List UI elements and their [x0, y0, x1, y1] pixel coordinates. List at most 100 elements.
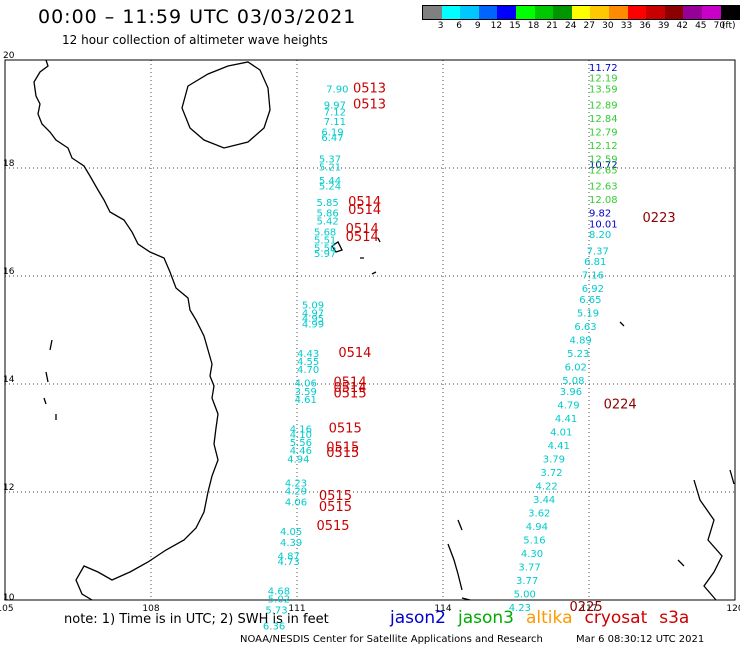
wave-height-label: 5.56 [314, 244, 336, 255]
legend-swatch [534, 6, 554, 19]
wave-height-label: 4.99 [302, 319, 324, 330]
wave-height-label: 4.29 [285, 487, 307, 498]
wave-height-label: 4.22 [535, 481, 557, 492]
legend-swatch [441, 6, 461, 19]
legend-swatch [478, 6, 498, 19]
lat-tick-label: 10 [3, 593, 15, 603]
wave-height-label: 7.12 [324, 108, 346, 119]
mission-label: s3a [659, 608, 690, 628]
legend-label: 15 [509, 21, 521, 31]
wave-height-label: 12.89 [589, 101, 618, 112]
color-legend: 3 6 9 12 15 18 21 24 27 30 33 36 39 42 45 70 (ft) [422, 5, 740, 34]
wave-height-label: 5.02 [268, 595, 290, 606]
wave-height-label: 4.41 [548, 441, 570, 452]
wave-height-label: 9.97 [324, 101, 346, 112]
wave-height-label: 0514 [334, 376, 367, 391]
legend-swatch [515, 6, 535, 19]
lon-tick-label: 117 [580, 604, 597, 614]
wave-height-label: 4.89 [570, 336, 592, 347]
legend-swatch [571, 6, 591, 19]
wave-height-label: 5.44 [319, 176, 341, 187]
wave-height-label: 5.68 [314, 228, 336, 239]
wave-height-label: 5.23 [567, 349, 589, 360]
wave-height-label: 12.12 [589, 141, 618, 152]
wave-height-label: 13.59 [589, 84, 618, 95]
wave-height-label: 4.30 [521, 549, 543, 560]
footer-note: note: 1) Time is in UTC; 2) SWH is in fe… [64, 612, 329, 627]
wave-height-label: 7.11 [324, 117, 346, 128]
wave-height-label: 4.94 [287, 454, 309, 465]
wave-height-label: 0514 [338, 346, 371, 361]
wave-height-label: 5.51 [314, 236, 336, 247]
wave-height-label: 6.19 [321, 128, 343, 139]
wave-height-label: 5.73 [265, 606, 287, 617]
wave-height-label: 3.77 [516, 576, 538, 587]
wave-height-label: 3.44 [533, 495, 555, 506]
wave-height-label: 4.23 [509, 603, 531, 614]
wave-height-label: 4.94 [526, 522, 548, 533]
wave-height-label: 4.01 [550, 427, 572, 438]
lon-tick-label: 105 [0, 604, 14, 614]
legend-label: 24 [564, 21, 577, 31]
mission-label: altika [526, 608, 573, 628]
chart-subtitle: 12 hour collection of altimeter wave hei… [62, 33, 328, 47]
legend-label: 42 [676, 21, 688, 31]
wave-height-label: 11.72 [589, 63, 618, 74]
wave-height-label: 0515 [326, 441, 359, 456]
wave-height-label: 12.84 [589, 114, 618, 125]
wave-height-label: 0515 [334, 387, 367, 402]
lat-tick-label: 20 [3, 51, 15, 61]
wave-height-label: 0514 [346, 222, 379, 237]
legend-label: 33 [620, 21, 633, 31]
wave-height-label: 3.96 [560, 387, 582, 398]
wave-height-label: 6.47 [321, 133, 343, 144]
legend-label: 21 [546, 21, 558, 31]
coast-islet [43, 339, 57, 420]
wave-height-label: 5.16 [523, 535, 545, 546]
wave-height-label: 12.19 [589, 74, 618, 85]
wave-height-label: 5.21 [319, 163, 341, 174]
plot-frame [4, 59, 736, 601]
legend-label: 12 [490, 21, 503, 31]
lat-tick-label: 14 [3, 375, 15, 385]
wave-height-label: 4.70 [297, 365, 319, 376]
wave-height-label: 4.95 [302, 314, 324, 325]
wave-height-label: 12.08 [589, 195, 618, 206]
legend-label: 3 [437, 21, 444, 31]
wave-height-label: 12.59 [589, 155, 618, 166]
legend-label: 30 [602, 21, 614, 31]
wave-height-label: 4.06 [285, 498, 307, 509]
wave-height-label: 0515 [316, 519, 349, 534]
wave-height-label: 0515 [319, 500, 352, 515]
wave-height-label: 0515 [326, 446, 359, 461]
wave-height-label: 10.01 [589, 219, 618, 230]
wave-height-label: 9.82 [589, 209, 611, 220]
lat-tick-label: 18 [3, 159, 15, 169]
wave-height-label: 4.23 [285, 479, 307, 490]
wave-height-label: 4.05 [280, 527, 302, 538]
legend-swatch [608, 6, 628, 19]
wave-height-label: 3.79 [543, 454, 565, 465]
legend-label: 45 [695, 21, 707, 31]
wave-height-label: 3.62 [528, 508, 550, 519]
wave-height-label: 0223 [643, 211, 676, 226]
legend-label: 39 [657, 21, 670, 31]
wave-height-label: 0515 [319, 489, 352, 504]
wave-height-label: 4.61 [295, 395, 317, 406]
wave-height-label: 6.65 [579, 295, 601, 306]
legend-swatch [664, 6, 684, 19]
wave-height-label: 5.86 [316, 209, 338, 220]
wave-height-label: 0514 [334, 381, 367, 396]
wave-height-label: 4.16 [290, 425, 312, 436]
wave-height-label: 4.79 [557, 400, 579, 411]
hainan-island [181, 61, 271, 149]
lon-tick-label: 108 [142, 604, 159, 614]
wave-height-label: 0514 [348, 203, 381, 218]
lon-tick-label: 111 [288, 604, 305, 614]
wave-height-label: 7.90 [326, 84, 348, 95]
wave-height-label: 4.06 [295, 379, 317, 390]
wave-height-label: 5.37 [319, 155, 341, 166]
legend-label: (ft) [721, 21, 736, 31]
wave-height-label: 4.87 [278, 552, 300, 563]
